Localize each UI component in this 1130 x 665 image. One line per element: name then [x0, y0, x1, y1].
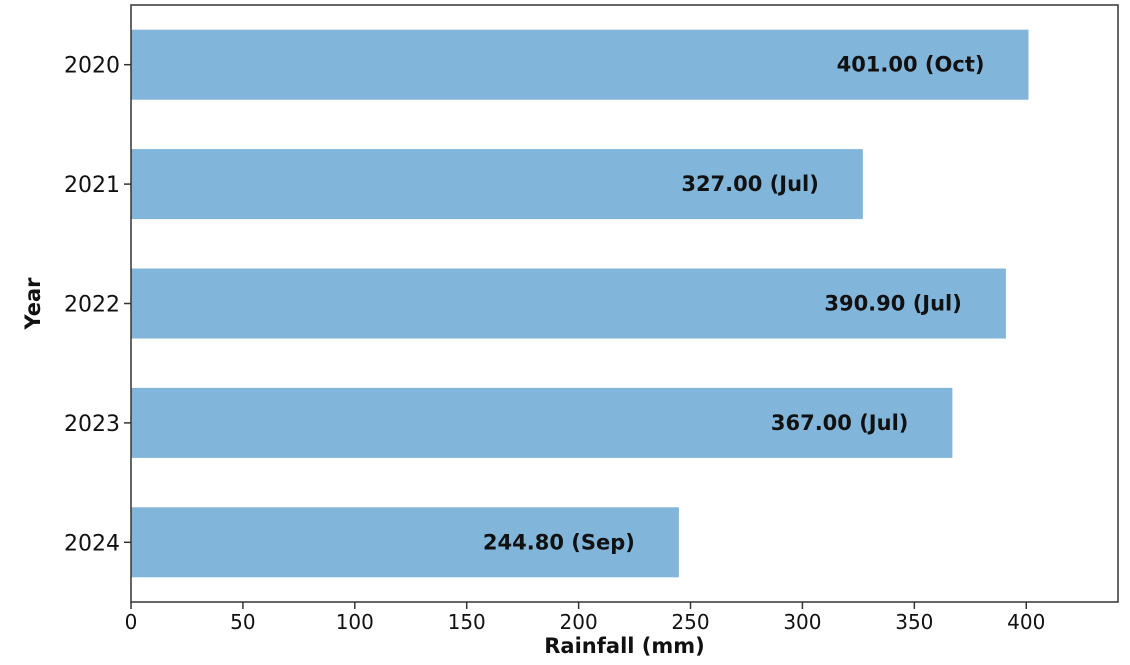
y-tick-label-2021: 2021: [64, 173, 120, 198]
bar-2023: [131, 387, 953, 458]
y-tick-label-2023: 2023: [64, 412, 120, 437]
data-label-2021: 327.00 (Jul): [681, 172, 819, 196]
x-tick-label-0: 0: [125, 610, 138, 634]
x-tick-label-350: 350: [895, 610, 933, 634]
bar-2024: [131, 507, 679, 578]
data-labels-layer: 401.00 (Oct) 327.00 (Jul) 390.90 (Jul) 367.…: [483, 53, 985, 555]
y-axis: 2020 2021 2022 2023 2024: [64, 54, 131, 556]
bar-2022: [131, 268, 1006, 339]
x-tick-label-200: 200: [560, 610, 598, 634]
data-label-2020: 401.00 (Oct): [837, 53, 985, 77]
y-tick-label-2020: 2020: [64, 54, 120, 79]
bars-layer: [131, 29, 1029, 578]
x-tick-label-50: 50: [230, 610, 255, 634]
data-label-2024: 244.80 (Sep): [483, 530, 635, 554]
x-tick-label-150: 150: [448, 610, 486, 634]
data-label-2022: 390.90 (Jul): [824, 292, 962, 316]
y-tick-label-2022: 2022: [64, 293, 120, 318]
x-tick-label-250: 250: [671, 610, 709, 634]
x-tick-label-400: 400: [1007, 610, 1045, 634]
x-tick-label-100: 100: [336, 610, 374, 634]
bar-2021: [131, 149, 863, 220]
x-axis-label: Rainfall (mm): [544, 634, 704, 658]
data-label-2023: 367.00 (Jul): [771, 411, 909, 435]
x-tick-label-300: 300: [783, 610, 821, 634]
x-axis: 0 50 100 150 200 250 300 350 400: [125, 602, 1045, 634]
bar-2020: [131, 29, 1029, 100]
y-tick-label-2024: 2024: [64, 531, 120, 556]
y-axis-label: Year: [21, 277, 45, 331]
